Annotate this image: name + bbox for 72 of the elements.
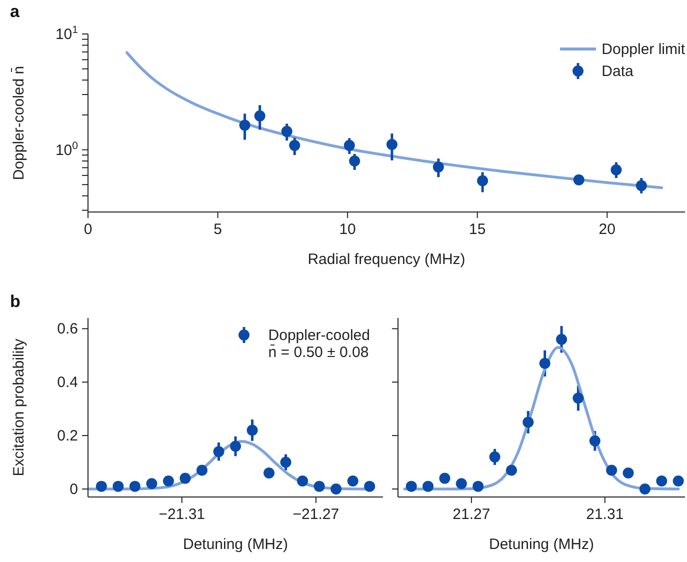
x-tick-label: 0 [84, 221, 92, 238]
point [539, 358, 550, 369]
point [672, 475, 684, 486]
point [281, 126, 292, 137]
point [456, 478, 467, 490]
point [254, 110, 266, 122]
point [330, 483, 342, 494]
y-axis-title: Excitation probability [10, 338, 28, 476]
point [289, 140, 300, 151]
point [432, 161, 444, 172]
x-tick-label: 21.27 [452, 506, 490, 523]
point [280, 456, 292, 468]
point [522, 416, 534, 428]
point [422, 480, 434, 492]
x-tick-label: 5 [214, 221, 222, 238]
x-tick-label: 20 [598, 221, 616, 238]
point [386, 139, 398, 150]
x-tick-label: 10 [339, 221, 356, 238]
point [180, 472, 191, 484]
point [636, 180, 647, 192]
point [213, 446, 224, 458]
y-axis-title: Doppler-cooled n̄ [10, 66, 28, 180]
annotation: n̄ = 0.50 ± 0.08 [267, 344, 370, 361]
point [196, 464, 208, 476]
point [606, 464, 618, 476]
point [162, 475, 174, 486]
x-tick-label: 15 [469, 221, 486, 238]
point [364, 480, 376, 492]
x-tick-label: −21.27 [292, 506, 340, 523]
point [239, 120, 250, 131]
x-axis-title: Radial frequency (MHz) [308, 251, 466, 268]
chart-title: b [10, 292, 20, 312]
point [349, 155, 360, 166]
y-tick-label: 0 [70, 480, 78, 498]
point [344, 140, 355, 151]
point [96, 480, 107, 492]
point [489, 451, 500, 462]
point [439, 472, 450, 484]
point [146, 478, 158, 490]
point [314, 480, 325, 492]
legend-label: Data [602, 62, 634, 80]
point [572, 392, 584, 404]
y-tick-label: 0.2 [57, 428, 78, 445]
point [622, 467, 634, 478]
point [610, 164, 622, 176]
point [472, 480, 484, 492]
x-tick-label: 21.31 [586, 506, 624, 523]
y-tick-label: 0.4 [57, 374, 78, 392]
point [347, 475, 358, 486]
legend-label: Doppler limit [602, 40, 685, 58]
x-axis-title: Detuning (MHz) [182, 536, 288, 553]
x-axis-title: Detuning (MHz) [488, 536, 594, 553]
point [556, 334, 568, 345]
point [573, 174, 584, 186]
point [264, 467, 275, 478]
point [589, 435, 600, 446]
point [477, 175, 488, 186]
x-tick-label: −21.31 [158, 506, 206, 523]
point [639, 483, 650, 494]
point [297, 475, 308, 486]
point [129, 480, 140, 492]
y-tick-label: 0.6 [57, 320, 78, 338]
point [246, 424, 258, 436]
point [112, 480, 124, 492]
y-tick-label: 10$^{1}$ [55, 24, 78, 43]
point [656, 475, 668, 486]
chart-title: a [10, 2, 20, 22]
point [406, 480, 417, 492]
y-tick-label: 10$^{0}$ [55, 140, 78, 159]
point [506, 464, 517, 476]
legend-label: Doppler-cooled [268, 326, 370, 344]
point [230, 440, 241, 452]
